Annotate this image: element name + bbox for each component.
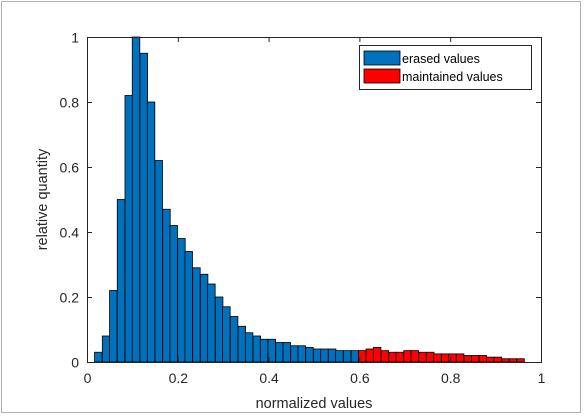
bar-erased (192, 267, 201, 363)
legend-swatch-maintained (363, 68, 401, 84)
bar-erased (162, 208, 171, 363)
bar-erased (222, 306, 231, 363)
bar-erased (124, 95, 133, 363)
bar-maintained (365, 348, 375, 363)
x-tick-label: 1 (538, 370, 546, 386)
bar-erased (327, 348, 337, 363)
bar-erased (290, 345, 299, 363)
plot-area-border (87, 37, 542, 363)
y-tick-label: 0.4 (60, 225, 80, 241)
bar-erased (139, 52, 148, 363)
bar-maintained (441, 353, 450, 363)
bar-maintained (403, 350, 412, 363)
bar-erased (131, 36, 141, 363)
bar-erased (305, 346, 314, 363)
x-tick-label: 0.4 (259, 370, 279, 386)
bar-erased (350, 350, 360, 363)
x-tick-label: 0.2 (169, 370, 189, 386)
bar-erased (252, 335, 261, 363)
bar-maintained (380, 350, 389, 363)
y-tick-label: 0.6 (60, 160, 80, 176)
bar-maintained (448, 353, 457, 363)
x-axis-label: normalized values (256, 396, 373, 412)
bar-erased (342, 350, 352, 363)
bars-layer (94, 36, 525, 363)
y-tick-label: 0.8 (60, 95, 80, 111)
bar-erased (207, 283, 216, 363)
y-axis-label: relative quantity (35, 148, 51, 250)
bar-erased (259, 338, 269, 363)
bar-maintained (456, 353, 465, 363)
bar-erased (94, 351, 103, 363)
histogram-chart: 0 0.2 0.4 0.6 0.8 1 0 0.2 0.4 0.6 0.8 1 normalized … (35, 30, 546, 413)
bar-erased (214, 296, 224, 363)
legend-label-maintained: maintained values (402, 70, 503, 84)
bar-maintained (388, 351, 397, 363)
bar-maintained (493, 356, 503, 363)
bar-erased (101, 335, 111, 363)
bar-erased (169, 225, 178, 363)
legend: erased values maintained values (359, 45, 532, 90)
bar-erased (154, 160, 163, 363)
y-tick-label: 0 (71, 355, 79, 371)
bar-erased (335, 350, 344, 363)
bar-erased (199, 273, 209, 363)
bar-maintained (372, 346, 382, 363)
bar-erased (237, 325, 246, 363)
bar-erased (313, 348, 322, 363)
bar-erased (146, 101, 156, 363)
bar-erased (282, 342, 291, 363)
x-tick-label: 0.6 (350, 370, 370, 386)
bar-erased (109, 290, 118, 363)
bar-erased (184, 251, 193, 363)
y-tick-label: 1 (71, 30, 79, 46)
bar-maintained (501, 358, 510, 363)
legend-swatch-erased (363, 50, 401, 66)
bar-erased (244, 332, 254, 363)
bar-erased (297, 345, 306, 363)
bar-maintained (516, 358, 525, 363)
y-tick-label: 0.2 (60, 290, 80, 306)
ticks-layer: 0 0.2 0.4 0.6 0.8 1 0 0.2 0.4 0.6 0.8 1 (60, 30, 546, 387)
bar-maintained (418, 351, 427, 363)
bar-maintained (478, 355, 488, 363)
bar-erased (320, 348, 329, 363)
bar-erased (177, 238, 186, 363)
legend-label-erased: erased values (402, 52, 480, 66)
x-tick-label: 0.8 (441, 370, 461, 386)
bar-maintained (410, 350, 419, 363)
bar-maintained (470, 355, 480, 363)
bar-maintained (433, 353, 442, 363)
bar-erased (275, 342, 284, 363)
bar-erased (229, 316, 239, 363)
bar-erased (116, 199, 126, 363)
bar-maintained (463, 355, 473, 363)
bar-maintained (426, 351, 435, 363)
x-tick-label: 0 (84, 370, 92, 386)
bar-maintained (485, 356, 495, 363)
bar-maintained (508, 358, 518, 363)
bar-maintained (395, 351, 404, 363)
